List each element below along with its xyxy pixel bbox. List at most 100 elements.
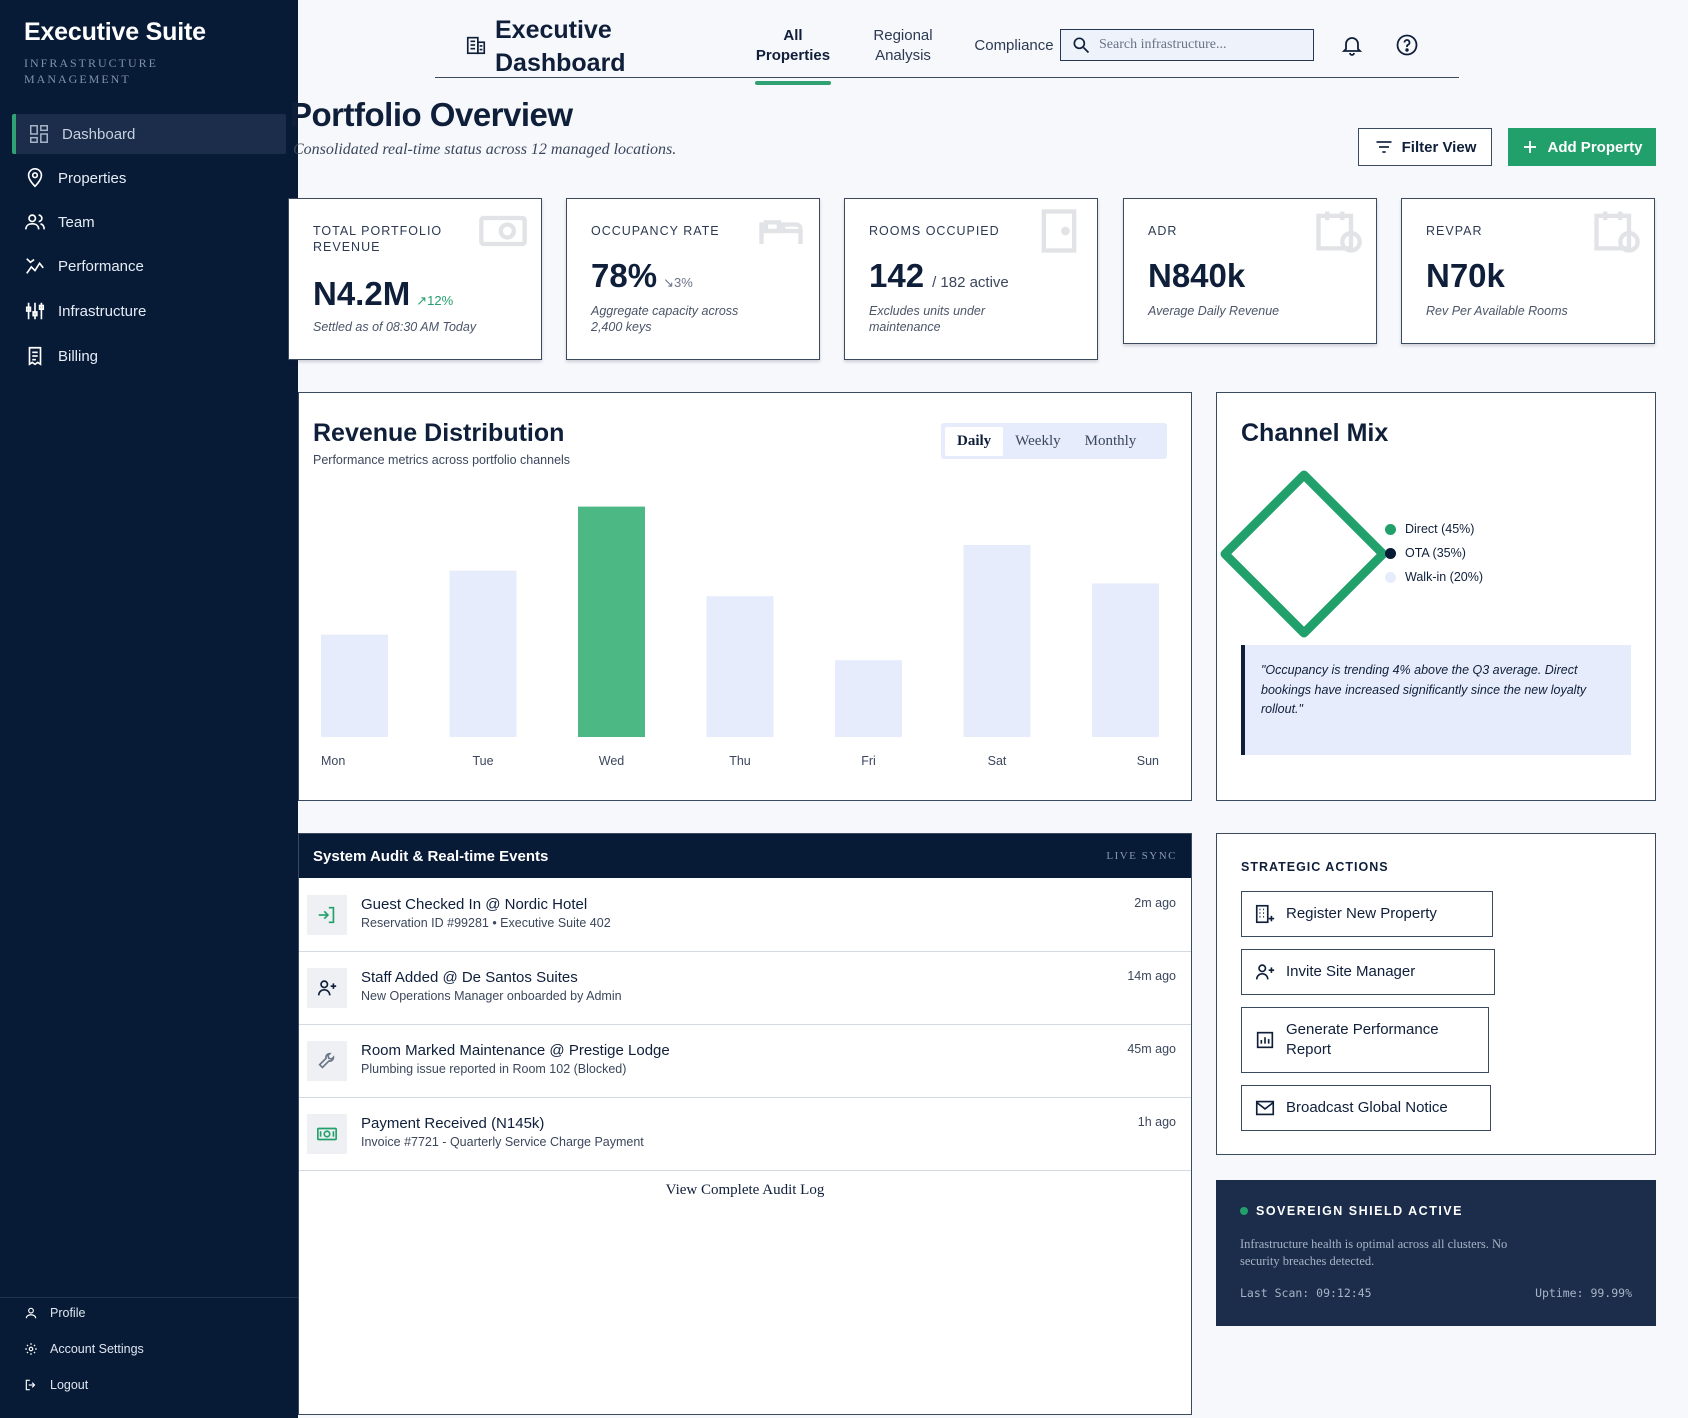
brand-subtitle: INFRASTRUCTURE MANAGEMENT [24,56,159,86]
stat-note: Aggregate capacity across 2,400 keys [591,304,739,334]
stat-label: REVPAR [1426,224,1483,238]
cash-icon [317,1127,337,1141]
tab-all-properties[interactable]: All Properties [755,27,831,64]
invite-manager-button[interactable]: Invite Site Manager [1241,949,1495,995]
event-row[interactable]: Guest Checked In @ Nordic Hotel Reservat… [299,879,1191,952]
range-monthly[interactable]: Monthly [1084,432,1137,449]
revenue-subtitle: Performance metrics across portfolio cha… [313,453,571,467]
building-icon [466,36,486,55]
event-title: Payment Received (N145k) [361,1115,545,1132]
user-icon [25,1307,37,1319]
sidebar-item-performance[interactable]: Performance [12,246,286,286]
active-tab-indicator [755,81,831,85]
add-property-button[interactable]: Add Property [1508,128,1656,166]
dashboard-icon [30,125,48,143]
tick-label-fri: Fri [861,754,876,768]
stat-card-adr: ADR N840k Average Daily Revenue [1123,198,1377,344]
filter-view-button[interactable]: Filter View [1358,128,1492,166]
plus-icon [1524,141,1537,153]
strategic-actions-panel: STRATEGIC ACTIONS Register New Property … [1216,833,1656,1155]
strategic-title: STRATEGIC ACTIONS [1241,860,1389,874]
tab-regional-analysis[interactable]: Regional Analysis [873,27,933,64]
user-plus-icon [1255,964,1275,980]
event-time: 14m ago [1127,969,1176,983]
stat-trend-down: ↘3% [663,275,693,290]
header-title: Executive Dashboard [495,16,626,77]
header-divider [435,77,1459,78]
sidebar-item-team[interactable]: Team [12,202,286,242]
audit-header: System Audit & Real-time Events LIVE SYN… [299,834,1191,878]
calendar-clock-icon [1316,211,1362,253]
range-weekly[interactable]: Weekly [1015,432,1061,449]
event-subtitle: New Operations Manager onboarded by Admi… [361,989,622,1003]
building-add-icon [1255,904,1275,924]
sidebar-footer-account-settings[interactable]: Account Settings [24,1342,144,1356]
register-property-button[interactable]: Register New Property [1241,891,1493,937]
event-row[interactable]: Payment Received (N145k) Invoice #7721 -… [299,1098,1191,1171]
bell-icon[interactable] [1340,33,1364,57]
legend-dot [1385,547,1396,559]
bar-thu[interactable] [706,596,774,737]
sidebar-item-dashboard[interactable]: Dashboard [12,114,286,154]
bar-mon[interactable] [321,634,388,737]
legend-direct: Direct (45%) [1385,522,1474,536]
add-property-label: Add Property [1547,138,1643,156]
brand-title: Executive Suite [24,18,206,46]
stat-note: Excludes units under maintenance [869,304,986,334]
event-time: 1h ago [1137,1115,1176,1129]
bar-tue[interactable] [449,570,517,737]
bar-fri[interactable] [835,660,902,737]
sidebar-footer-logout[interactable]: Logout [24,1378,88,1392]
stat-card-revpar: REVPAR N70k Rev Per Available Rooms [1401,198,1655,344]
sidebar-item-billing[interactable]: Billing [12,336,286,376]
receipt-icon [28,346,42,366]
tick-label-sat: Sat [988,754,1007,768]
user-plus-icon [317,980,337,996]
bar-sat[interactable] [963,545,1031,737]
security-shield-panel: SOVEREIGN SHIELD ACTIVE Infrastructure h… [1216,1180,1656,1326]
event-title: Staff Added @ De Santos Suites [361,969,578,986]
view-audit-log-link[interactable]: View Complete Audit Log [665,1182,825,1198]
action-label: Invite Site Manager [1286,963,1416,980]
search-input[interactable] [1099,37,1299,53]
stat-label: OCCUPANCY RATE [591,224,720,238]
search-box[interactable] [1060,29,1314,61]
sidebar-item-properties[interactable]: Properties [12,158,286,198]
filter-icon [1376,141,1392,153]
wrench-icon [318,1052,335,1069]
bar-wed[interactable] [578,506,645,737]
help-icon[interactable] [1395,33,1419,57]
event-row[interactable]: Room Marked Maintenance @ Prestige Lodge… [299,1025,1191,1098]
trend-down-icon: ↘ [663,275,674,290]
event-subtitle: Invoice #7721 - Quarterly Service Charge… [361,1135,644,1149]
bar-sun[interactable] [1092,583,1159,737]
stat-value: N840k [1148,257,1246,294]
event-time: 2m ago [1134,896,1176,910]
event-time: 45m ago [1127,1042,1176,1056]
stat-note: Rev Per Available Rooms [1426,304,1568,318]
uptime: Uptime: 99.99% [1535,1286,1632,1300]
sidebar-footer-profile[interactable]: Profile [24,1306,85,1320]
generate-report-button[interactable]: Generate Performance Report [1241,1007,1489,1073]
tick-label-thu: Thu [729,754,751,768]
event-row[interactable]: Staff Added @ De Santos Suites New Opera… [299,952,1191,1025]
sidebar-item-infrastructure[interactable]: Infrastructure [12,291,286,331]
legend-dot [1385,523,1396,535]
stat-label: ROOMS OCCUPIED [869,224,1000,238]
event-title: Room Marked Maintenance @ Prestige Lodge [361,1042,670,1059]
report-icon [1256,1031,1274,1049]
audit-title: System Audit & Real-time Events [313,847,549,865]
legend-dot [1385,571,1396,583]
tick-label-wed: Wed [599,754,625,768]
cash-icon [479,215,527,247]
event-subtitle: Reservation ID #99281 • Executive Suite … [361,916,611,930]
range-daily[interactable]: Daily [945,426,1004,456]
sidebar-item-label: Performance [58,257,144,275]
broadcast-notice-button[interactable]: Broadcast Global Notice [1241,1085,1491,1131]
trend-up-icon: ↗ [416,293,428,308]
stat-card-occupancy: OCCUPANCY RATE 78% ↘3% Aggregate capacity… [566,198,820,360]
legend-ota: OTA (35%) [1385,546,1466,560]
shield-description: Infrastructure health is optimal across … [1240,1237,1508,1268]
revenue-bar-chart: Mon Tue Wed Thu Fri Sat Sun [321,506,1159,768]
tab-compliance[interactable]: Compliance [974,37,1054,54]
